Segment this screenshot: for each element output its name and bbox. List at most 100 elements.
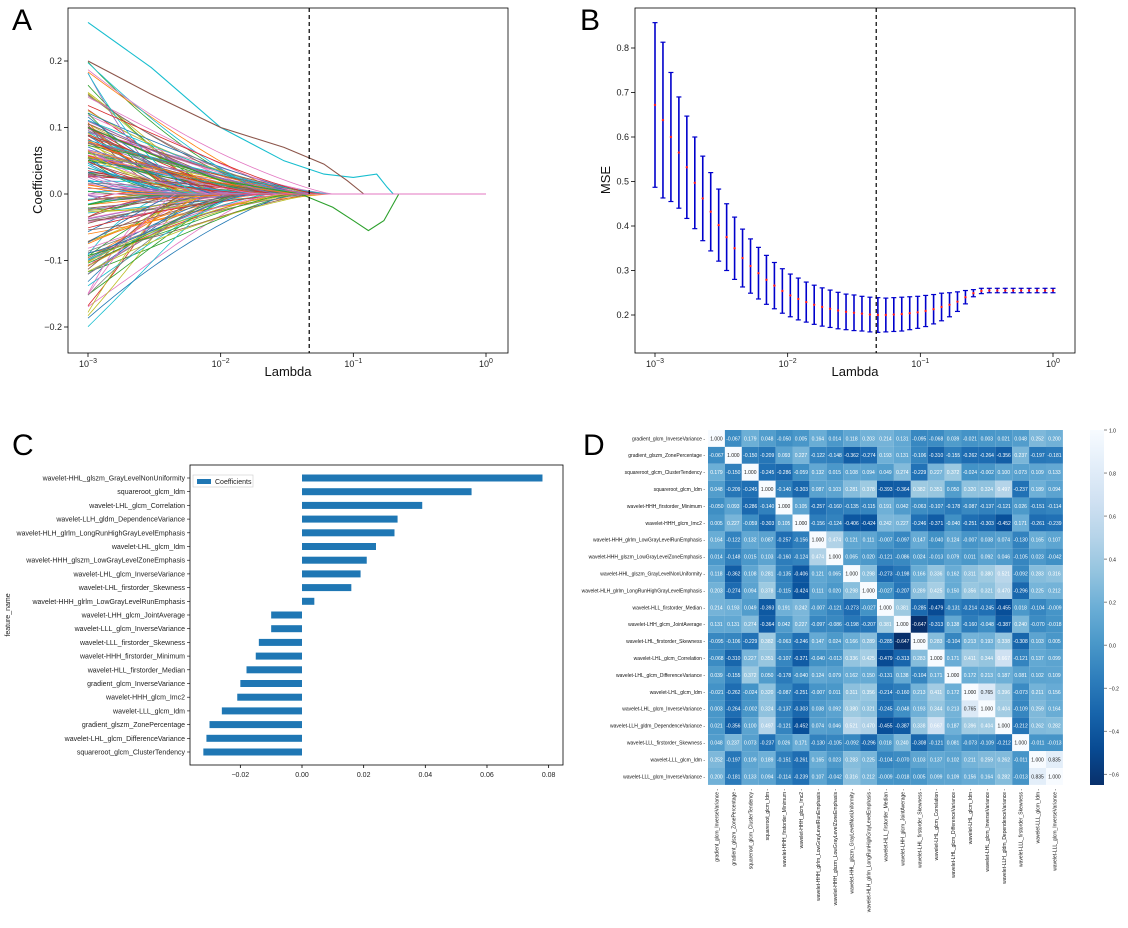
panel-d-cell-value: 1.000 xyxy=(913,639,926,645)
panel-d-cell xyxy=(927,497,945,515)
panel-d-cell-value: 0.103 xyxy=(1031,639,1044,645)
panel-d-cell xyxy=(995,717,1013,735)
panel-b-mse-point xyxy=(781,289,784,293)
panel-d-cell-value: 1.000 xyxy=(1014,740,1027,746)
panel-d-cell-value: 0.081 xyxy=(1014,673,1027,679)
panel-d-cell-value: -0.286 xyxy=(777,470,791,476)
panel-d-cell xyxy=(826,700,844,718)
panel-a-highlight-path xyxy=(87,60,365,195)
panel-d-cell xyxy=(1029,666,1046,684)
panel-d-cell xyxy=(961,717,979,735)
panel-d-cell xyxy=(792,514,810,532)
panel-d-cell xyxy=(860,717,877,735)
panel-d-cell-value: -0.106 xyxy=(912,453,926,459)
panel-d-cell-value: 0.147 xyxy=(913,538,926,544)
panel-d-cell xyxy=(961,751,979,768)
panel-d-cell-value: -0.198 xyxy=(895,571,909,577)
panel-b-mse-point xyxy=(932,308,935,311)
panel-a-coefficient-path xyxy=(87,152,272,195)
panel-d-cell-value: -0.155 xyxy=(946,453,960,459)
panel-d-cell-value: -0.239 xyxy=(794,774,808,780)
panel-d-cell-value: 0.381 xyxy=(896,605,909,611)
panel-d-cell xyxy=(877,751,894,768)
panel-d-cell xyxy=(792,632,810,650)
panel-d-cell-value: -0.296 xyxy=(861,740,875,746)
panel-c-bar xyxy=(258,638,302,646)
panel-b-mse-point xyxy=(701,197,704,200)
panel-d-cell-value: 0.351 xyxy=(930,487,943,493)
panel-d-cell xyxy=(724,632,742,650)
panel-d-cell-value: 0.381 xyxy=(879,622,892,628)
panel-d-cell-value: 0.289 xyxy=(862,639,875,645)
panel-d-cell-value: -0.027 xyxy=(861,605,875,611)
panel-b-mse-point xyxy=(1012,289,1015,292)
panel-d-cell xyxy=(927,666,945,684)
panel-d-cell xyxy=(708,700,725,718)
panel-d-cell xyxy=(758,497,776,515)
panel-d-cell xyxy=(893,615,911,633)
panel-d-cell-value: -0.160 xyxy=(828,504,842,510)
panel-b-mse-point xyxy=(908,312,911,315)
panel-d-cell xyxy=(809,463,827,481)
panel-d-cell xyxy=(724,497,742,515)
panel-b-mse-point xyxy=(820,305,824,309)
panel-d-cell-value: 0.165 xyxy=(1031,538,1044,544)
panel-d-cell xyxy=(995,632,1013,650)
panel-d-cell-value: 0.191 xyxy=(778,605,791,611)
panel-d-cell xyxy=(741,463,759,481)
panel-d-cell-value: 0.109 xyxy=(947,774,960,780)
panel-d-cell-value: 0.103 xyxy=(828,487,841,493)
panel-d-cell xyxy=(877,565,894,583)
panel-d-cell xyxy=(843,632,861,650)
panel-d-cell xyxy=(792,497,810,515)
panel-a-coefficient-path xyxy=(87,140,299,195)
panel-d-cell-value: 0.193 xyxy=(727,605,740,611)
panel-d-cell xyxy=(944,683,962,701)
panel-d-cell xyxy=(944,497,962,515)
panel-d-cell xyxy=(826,531,844,549)
panel-d-cell xyxy=(893,768,911,785)
panel-b-mse-point xyxy=(828,307,832,310)
panel-d-cell xyxy=(1012,649,1030,667)
panel-d-cell-value: -0.156 xyxy=(794,538,808,544)
panel-b-mse-point xyxy=(709,210,712,213)
panel-d-cell-value: 0.133 xyxy=(1048,470,1061,476)
panel-d-cell-value: -0.245 xyxy=(760,470,774,476)
panel-d-colorbar-label: 0.4 xyxy=(1109,558,1116,564)
panel-d-cell xyxy=(944,446,962,464)
panel-d-cell xyxy=(724,734,742,752)
panel-d-cell xyxy=(1029,531,1046,549)
panel-d-cell xyxy=(708,717,725,735)
panel-d-cell xyxy=(758,446,776,464)
panel-d-cell-value: -0.286 xyxy=(743,504,757,510)
panel-d-cell xyxy=(1046,565,1063,583)
panel-d-cell xyxy=(860,548,877,566)
panel-d-cell-value: 1.000 xyxy=(896,622,909,628)
panel-d-cell-value: 0.179 xyxy=(710,470,723,476)
panel-d-cell xyxy=(961,700,979,718)
panel-d-cell xyxy=(1046,430,1063,447)
panel-b-xtick-label: 10−1 xyxy=(911,358,929,369)
panel-b-mse-point xyxy=(876,313,880,317)
panel-d-cell xyxy=(860,463,877,481)
panel-d-row-label: squareroot_glcm_ClusterTendency - xyxy=(625,470,706,476)
panel-d-cell-value: 0.351 xyxy=(761,656,774,662)
panel-d-cell-value: 0.131 xyxy=(710,622,723,628)
panel-d-cell-value: 0.380 xyxy=(981,571,994,577)
panel-d-cell-value: 0.212 xyxy=(1048,588,1061,594)
panel-d-cell xyxy=(978,734,996,752)
panel-d-cell xyxy=(809,531,827,549)
panel-d-cell xyxy=(927,582,945,599)
panel-b-mse-point xyxy=(717,223,720,227)
panel-d-cell xyxy=(944,666,962,684)
panel-d-cell-value: 0.835 xyxy=(1031,774,1044,780)
panel-d-cell xyxy=(877,514,894,532)
panel-c-bar xyxy=(302,597,315,605)
panel-c-xtick-label: 0.06 xyxy=(480,772,494,779)
panel-d-cell-value: -0.181 xyxy=(726,774,740,780)
panel-d-cell xyxy=(724,683,742,701)
panel-d-cell-value: 0.011 xyxy=(829,690,841,696)
panel-d-cell-value: -0.387 xyxy=(895,724,909,730)
panel-d-row-label: wavelet-HHH_firstorder_Minimum - xyxy=(627,504,705,510)
panel-d-cell-value: 0.099 xyxy=(930,774,943,780)
